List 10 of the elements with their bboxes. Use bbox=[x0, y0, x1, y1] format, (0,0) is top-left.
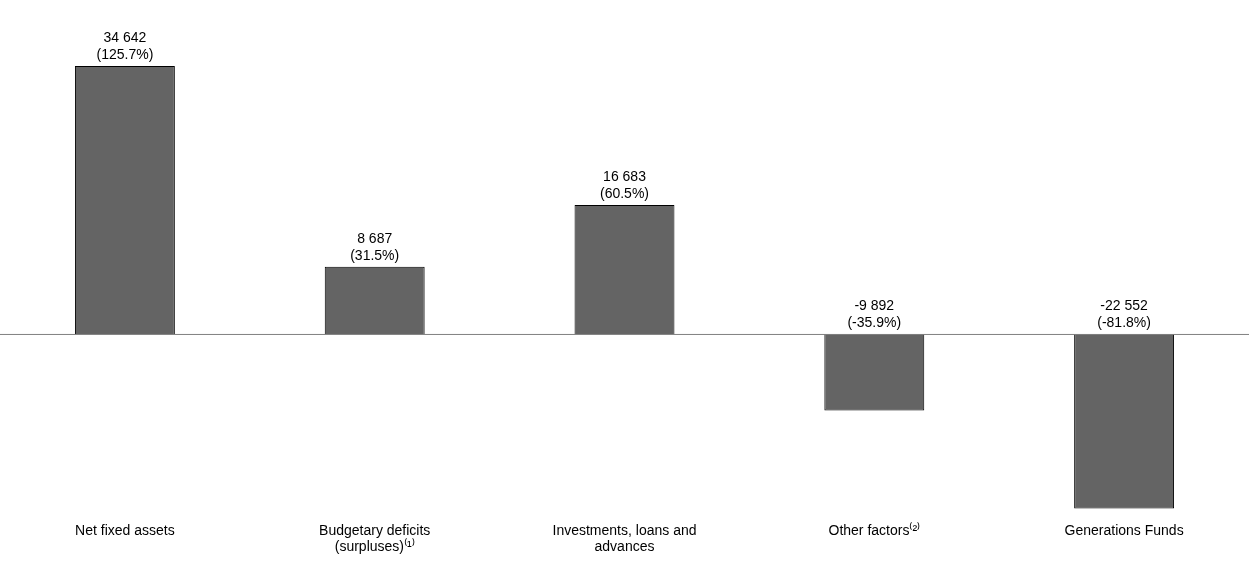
data-label: -22 552 (-81.8%) bbox=[1097, 296, 1151, 330]
x-tick-label: Budgetary deficits (surpluses)⁽¹⁾ bbox=[319, 521, 431, 555]
x-tick-label: Generations Funds bbox=[1064, 521, 1184, 538]
x-tick-label: Investments, loans and advances bbox=[552, 521, 697, 555]
data-label: -9 892 (-35.9%) bbox=[847, 296, 902, 330]
data-label: 16 683 (60.5%) bbox=[599, 167, 650, 201]
data-label: 8 687 (31.5%) bbox=[350, 229, 400, 263]
x-tick-label: Other factors⁽²⁾ bbox=[828, 521, 921, 538]
data-label: 34 642 (125.7%) bbox=[96, 28, 154, 62]
x-tick-label: Net fixed assets bbox=[75, 521, 175, 538]
